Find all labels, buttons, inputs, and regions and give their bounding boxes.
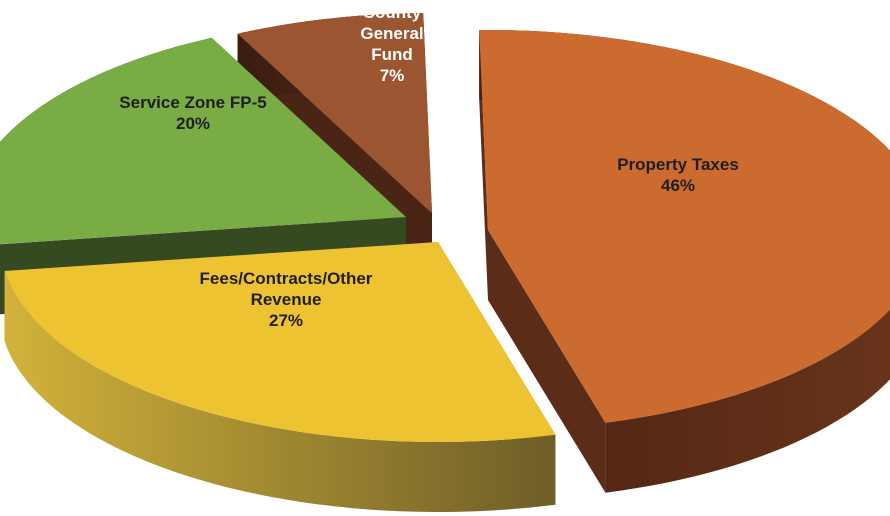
pie-slice-fees-contracts-other-revenue [4,242,556,512]
pie-label-line: General [360,24,423,43]
pie-slice-top [237,13,432,213]
pie-label-line: 20% [176,114,210,133]
pie-label-line: Service Zone FP-5 [119,93,266,112]
pie-label-service-zone-fp-5: Service Zone FP-5 20% [119,93,266,133]
pie-label-line: Fees/Contracts/Other [200,269,373,288]
pie-label-line: County [363,3,422,22]
pie-slices [0,13,890,512]
pie-slice-wall [488,230,606,493]
pie-label-line: Revenue [251,290,322,309]
pie-label-line: Property Taxes [617,155,739,174]
pie-label-line: Fund [371,45,413,64]
pie-slice-top [0,37,406,245]
pie-label-county-general-fund: County General Fund 7% [360,3,423,85]
pie-label-line: 46% [661,176,695,195]
pie-label-line: 27% [269,311,303,330]
pie-slice-property-taxes [479,30,890,493]
pie-slice-top [4,242,556,442]
pie-label-line: 7% [380,66,405,85]
pie-label-property-taxes: Property Taxes 46% [617,155,739,195]
pie-slice-top [479,30,890,423]
pie-labels: Property Taxes 46% Fees/Contracts/Other Rev… [119,3,738,330]
pie-label-fees-contracts-other-revenue: Fees/Contracts/Other Revenue 27% [200,269,373,330]
pie-slice-side [4,271,556,512]
